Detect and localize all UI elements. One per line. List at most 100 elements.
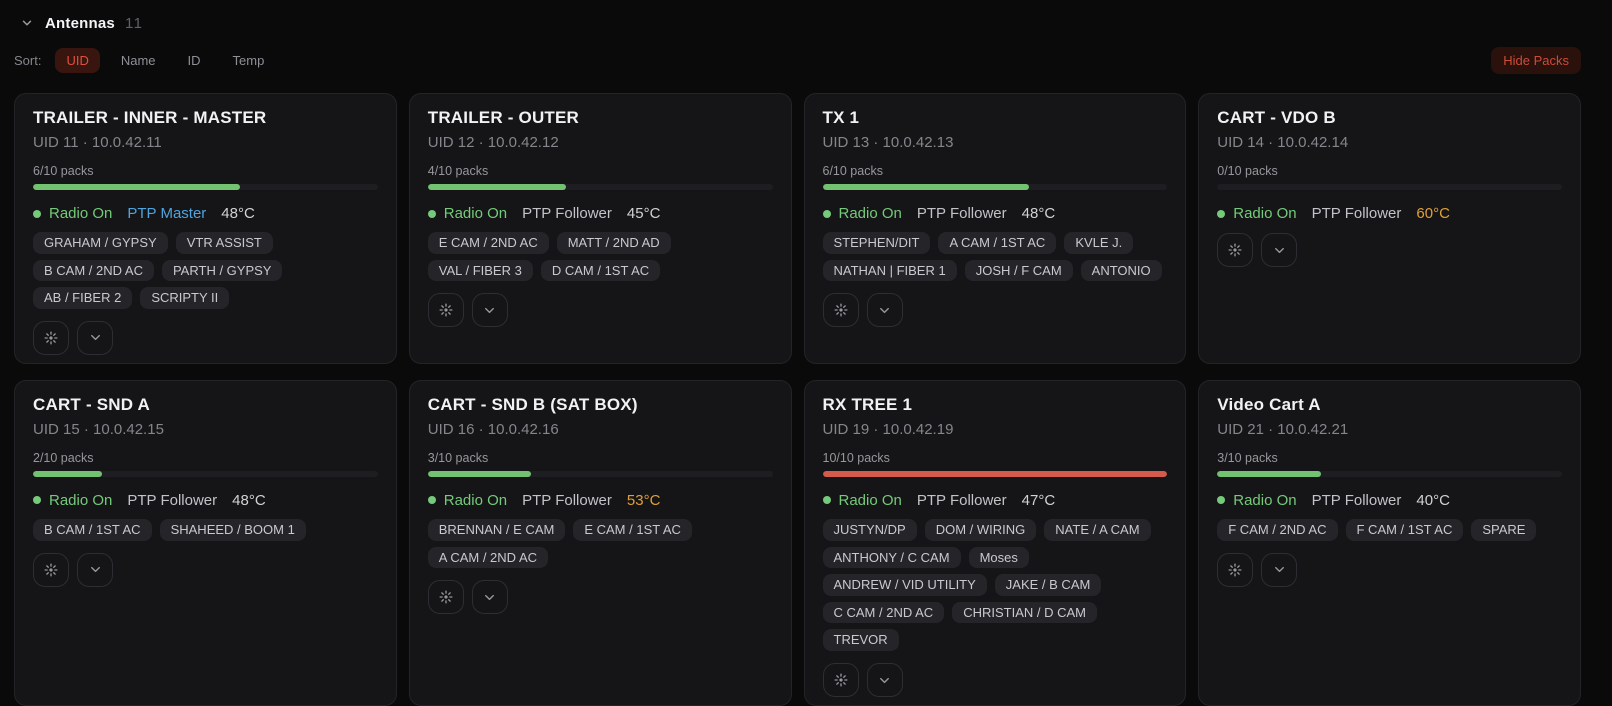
status-row: Radio On PTP Follower 48°C — [822, 205, 1168, 222]
assignment-tag: B CAM / 2ND AC — [33, 259, 154, 282]
pack-tags: E CAM / 2ND AC MATT / 2ND AD VAL / FIBER 3… — [427, 232, 773, 282]
assignment-tag: KVLE J. — [1064, 232, 1134, 254]
sort-option-id[interactable]: ID — [177, 48, 212, 73]
packs-count-label: 0/10 packs — [1217, 164, 1278, 178]
assignment-tag: CHRISTIAN / D CAM — [952, 601, 1097, 624]
assignment-tag: JUSTYN/DP — [822, 518, 917, 541]
pack-tags: BRENNAN / E CAM E CAM / 1ST AC A CAM / 2ND… — [427, 518, 773, 569]
antenna-card: TRAILER - OUTER UID 12 · 10.0.42.12 4/10… — [408, 93, 792, 364]
sun-identify-icon — [1228, 243, 1242, 257]
cards-grid: TRAILER - INNER - MASTER UID 11 · 10.0.4… — [14, 93, 1581, 706]
radio-status-label: Radio On — [838, 205, 902, 222]
pack-tags: JUSTYN/DP DOM / WIRING NATE / A CAM ANTHONY… — [822, 518, 1168, 652]
radio-status-label: Radio On — [1233, 205, 1297, 222]
assignment-tag: ANDREW / VID UTILITY — [822, 574, 987, 596]
radio-status-dot — [1217, 209, 1226, 218]
assignment-tag: SCRIPTY II — [140, 287, 230, 309]
chevron-down-icon — [485, 307, 495, 313]
antenna-card: TX 1 UID 13 · 10.0.42.13 6/10 packs Radi… — [803, 93, 1187, 364]
antenna-name: TRAILER - OUTER — [427, 108, 580, 127]
temperature-label: 48°C — [232, 491, 266, 509]
expand-button[interactable] — [866, 663, 903, 698]
antenna-name: TRAILER - INNER - MASTER — [33, 108, 267, 127]
antenna-card: CART - SND B (SAT BOX) UID 16 · 10.0.42.… — [408, 379, 792, 706]
page-title: Antennas — [45, 14, 115, 32]
ptp-role-label: PTP Follower — [1311, 491, 1402, 509]
identify-button[interactable] — [427, 293, 464, 328]
sort-option-temp[interactable]: Temp — [222, 48, 276, 73]
radio-status-label: Radio On — [1233, 491, 1297, 509]
assignment-tag: DOM / WIRING — [924, 518, 1037, 541]
antenna-count: 11 — [124, 14, 144, 32]
hide-packs-button[interactable]: Hide Packs — [1491, 47, 1581, 74]
ptp-role-label: PTP Follower — [127, 491, 218, 509]
pack-tags: STEPHEN/DIT A CAM / 1ST AC KVLE J. NATHAN |… — [822, 232, 1168, 282]
assignment-tag: JOSH / F CAM — [964, 259, 1073, 282]
page-header: Antennas 11 Sort: UID Name ID Temp Hide Pac… — [14, 12, 1581, 74]
ptp-role-label: PTP Master — [127, 205, 207, 222]
card-actions — [1217, 233, 1562, 267]
sort-row: Sort: UID Name ID Temp Hide Packs — [14, 47, 1581, 74]
antenna-uid-ip: UID 14 · 10.0.42.14 — [1217, 134, 1349, 151]
sort-option-uid[interactable]: UID — [55, 48, 100, 73]
temperature-label: 53°C — [626, 491, 661, 509]
sun-identify-icon — [44, 331, 58, 345]
sort-option-name[interactable]: Name — [110, 48, 167, 73]
assignment-tag: MATT / 2ND AD — [556, 232, 671, 254]
identify-button[interactable] — [822, 293, 859, 328]
assignment-tag: E CAM / 2ND AC — [427, 232, 549, 254]
assignment-tag: ANTONIO — [1080, 259, 1162, 282]
status-row: Radio On PTP Follower 47°C — [822, 491, 1168, 509]
assignment-tag: A CAM / 2ND AC — [427, 546, 548, 569]
identify-button[interactable] — [33, 552, 69, 587]
antenna-name: TX 1 — [822, 108, 860, 127]
antenna-card: RX TREE 1 UID 19 · 10.0.42.19 10/10 pack… — [803, 379, 1187, 706]
pack-tags: GRAHAM / GYPSY VTR ASSIST B CAM / 2ND AC PA… — [33, 232, 378, 309]
expand-button[interactable] — [471, 293, 508, 328]
pack-tags: F CAM / 2ND AC F CAM / 1ST AC SPARE — [1217, 518, 1562, 541]
antenna-name: CART - SND B (SAT BOX) — [427, 394, 638, 414]
sort-controls: Sort: UID Name ID Temp — [14, 48, 275, 73]
ptp-role-label: PTP Follower — [1311, 205, 1402, 222]
chevron-down-icon — [22, 20, 32, 26]
sun-identify-icon — [1228, 563, 1242, 577]
radio-status-dot — [1217, 496, 1226, 505]
radio-status-dot — [822, 209, 831, 218]
chevron-down-icon — [1274, 567, 1284, 573]
chevron-down-icon — [90, 567, 100, 573]
expand-button[interactable] — [471, 580, 508, 615]
assignment-tag: A CAM / 1ST AC — [938, 232, 1057, 254]
packs-progress-fill — [427, 184, 566, 190]
packs-count-label: 6/10 packs — [33, 164, 94, 178]
identify-button[interactable] — [427, 580, 464, 615]
expand-button[interactable] — [77, 552, 113, 587]
identify-button[interactable] — [1217, 233, 1254, 267]
assignment-tag: ANTHONY / C CAM — [822, 546, 961, 569]
expand-button[interactable] — [77, 320, 113, 355]
assignment-tag: E CAM / 1ST AC — [573, 518, 692, 541]
radio-status-dot — [427, 209, 436, 218]
sun-identify-icon — [439, 303, 453, 317]
antenna-name: CART - VDO B — [1217, 108, 1336, 127]
title-row: Antennas 11 — [14, 12, 1581, 34]
expand-button[interactable] — [1261, 233, 1298, 267]
identify-button[interactable] — [822, 663, 859, 698]
packs-progress-fill — [822, 470, 1168, 477]
ptp-role-label: PTP Follower — [522, 205, 612, 222]
identify-button[interactable] — [33, 320, 69, 355]
expand-button[interactable] — [1261, 552, 1298, 587]
identify-button[interactable] — [1217, 552, 1254, 587]
assignment-tag: SHAHEED / BOOM 1 — [159, 518, 306, 541]
expand-button[interactable] — [866, 293, 903, 328]
radio-status-label: Radio On — [443, 205, 508, 222]
radio-status-label: Radio On — [838, 491, 902, 509]
assignment-tag: STEPHEN/DIT — [822, 232, 931, 254]
packs-count-label: 4/10 packs — [427, 164, 489, 178]
antenna-uid-ip: UID 15 · 10.0.42.15 — [33, 420, 164, 438]
temperature-label: 45°C — [626, 205, 661, 222]
ptp-role-label: PTP Follower — [522, 491, 612, 509]
radio-status-dot — [822, 496, 831, 505]
section-collapse-button[interactable] — [19, 15, 35, 31]
chevron-down-icon — [485, 594, 495, 600]
